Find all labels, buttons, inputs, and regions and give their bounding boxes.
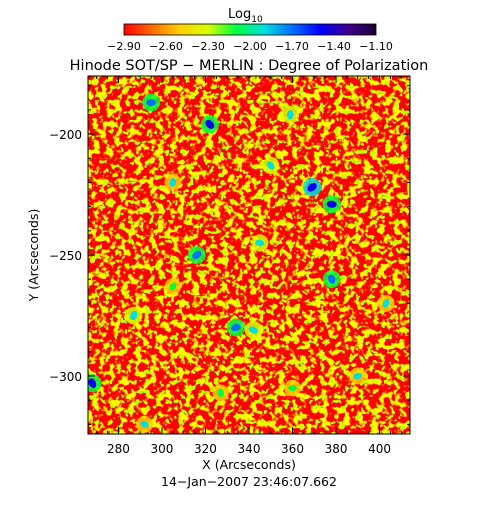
colorbar-label-subscript: 10 — [251, 15, 263, 25]
feature-core — [140, 420, 149, 428]
feature-core — [146, 99, 157, 107]
feature-core — [88, 378, 97, 389]
y-tick-label: −250 — [49, 249, 82, 263]
x-tick-label: 340 — [238, 442, 261, 456]
x-axis-label: X (Arcseconds) — [202, 457, 296, 472]
colorbar-label: Log10 — [228, 7, 263, 25]
feature-core — [326, 200, 337, 208]
colorbar-gradient — [123, 23, 377, 36]
feature-core — [267, 161, 275, 170]
feature-core — [248, 326, 258, 334]
feature-core — [288, 385, 297, 392]
colorbar-tick-label: −2.00 — [233, 40, 267, 53]
polarization-features — [88, 93, 395, 433]
colorbar-tick-label: −2.30 — [191, 40, 225, 53]
colorbar-tick-labels: −2.90 −2.60 −2.30 −2.00 −1.70 −1.40 −1.10 — [107, 40, 393, 53]
colorbar-tick-label: −2.60 — [149, 40, 183, 53]
feature-core — [353, 372, 363, 380]
x-tick-label: 360 — [281, 442, 304, 456]
x-tick-label: 300 — [151, 442, 174, 456]
x-tick-label: 400 — [368, 442, 391, 456]
feature-core — [328, 274, 336, 284]
y-axis-label: Y (Arcseconds) — [26, 209, 41, 303]
feature-core — [231, 323, 241, 332]
feature-core — [205, 119, 215, 129]
feature-core — [286, 109, 294, 120]
feature-core — [255, 239, 265, 247]
colorbar-tick-label: −2.90 — [107, 40, 141, 53]
feature-core — [169, 282, 177, 291]
feature-core — [307, 182, 317, 192]
feature-core — [130, 310, 138, 321]
colorbar-tick-label: −1.10 — [359, 40, 393, 53]
y-tick-label: −200 — [49, 128, 82, 142]
colorbar: Log10 −2.90 −2.60 −2.30 −2.00 −1.70 −1.40 −1.1… — [107, 7, 393, 53]
x-tick-label: 320 — [194, 442, 217, 456]
feature-core — [169, 178, 177, 187]
colorbar-tick-label: −1.40 — [317, 40, 351, 53]
x-tick-label: 280 — [107, 442, 130, 456]
y-tick-label: −300 — [49, 370, 82, 384]
polarization-map — [88, 76, 410, 434]
observation-date: 14−Jan−2007 23:46:07.662 — [161, 474, 337, 489]
feature-core — [217, 388, 224, 398]
feature-core — [382, 299, 390, 308]
x-axis: 280 300 320 340 360 380 400 — [96, 76, 402, 456]
colorbar-tick-label: −1.70 — [275, 40, 309, 53]
feature-core — [192, 251, 202, 259]
x-tick-label: 380 — [325, 442, 348, 456]
y-axis: −200 −250 −300 — [49, 85, 410, 425]
chart-title: Hinode SOT/SP − MERLIN : Degree of Polar… — [70, 58, 429, 74]
